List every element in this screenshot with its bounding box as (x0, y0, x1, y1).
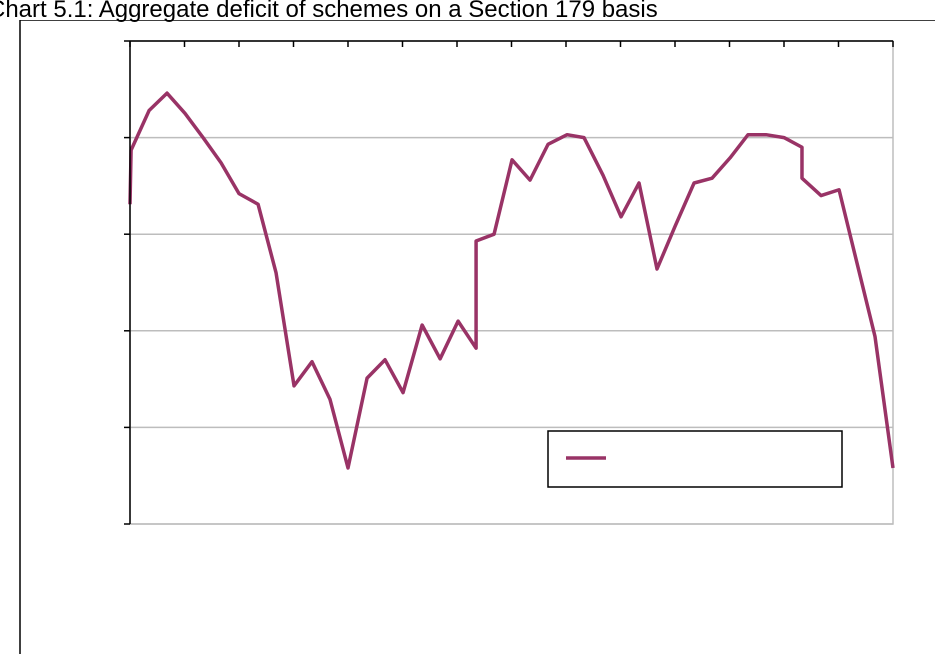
chart-title: Chart 5.1: Aggregate deficit of schemes … (0, 0, 658, 23)
data-line (128, 91, 895, 470)
title-band (0, 0, 935, 20)
legend-box (547, 430, 843, 488)
